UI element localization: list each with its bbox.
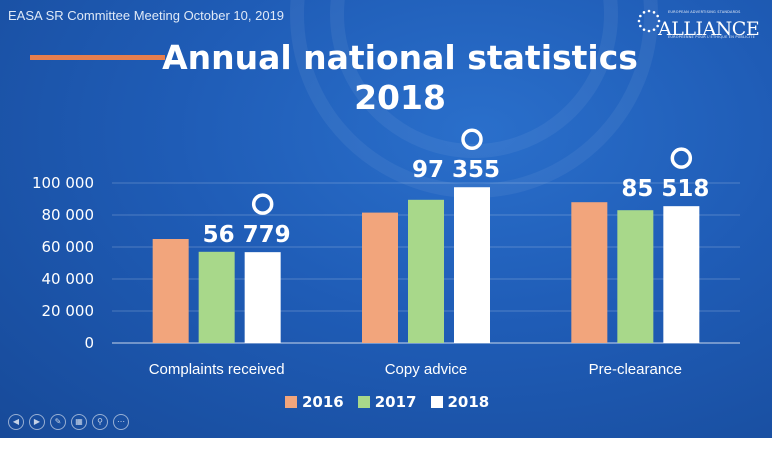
logo-wordmark: ALLIANCE bbox=[658, 18, 760, 40]
data-label: 97 355 bbox=[412, 157, 500, 183]
zoom-icon[interactable]: ⚲ bbox=[92, 414, 108, 430]
bar-2016 bbox=[571, 202, 608, 343]
y-tick-label: 0 bbox=[84, 334, 94, 352]
highlight-circle bbox=[461, 128, 483, 150]
data-label: 85 518 bbox=[621, 176, 709, 202]
x-tick-label: Copy advice bbox=[385, 361, 468, 378]
star-mark bbox=[656, 14, 659, 18]
legend-label-2018: 2018 bbox=[447, 393, 490, 411]
x-tick-label: Complaints received bbox=[149, 361, 285, 378]
more-icon[interactable]: ⋯ bbox=[113, 414, 129, 430]
star-mark bbox=[647, 9, 651, 13]
accent-line bbox=[30, 55, 165, 60]
slides-icon[interactable]: ▦ bbox=[71, 414, 87, 430]
y-tick-label: 100 000 bbox=[32, 174, 94, 192]
legend-swatch-2016 bbox=[285, 396, 297, 408]
title-line-2: 2018 bbox=[354, 78, 446, 117]
star-mark bbox=[639, 14, 642, 18]
logo-line-2: EUROPEENNE POUR L'ETHIQUE EN PUBLICITE bbox=[668, 35, 756, 39]
star-mark bbox=[656, 24, 659, 28]
star-mark bbox=[639, 24, 642, 28]
x-tick-label: Pre-clearance bbox=[589, 361, 682, 378]
star-mark bbox=[637, 19, 641, 23]
title-line-1: Annual national statistics bbox=[162, 38, 638, 77]
y-tick-label: 80 000 bbox=[42, 206, 95, 224]
star-mark bbox=[642, 11, 646, 14]
legend-item-2016: 2016 bbox=[285, 393, 344, 411]
bar-2018 bbox=[663, 206, 700, 343]
slide-header: EASA SR Committee Meeting October 10, 20… bbox=[8, 8, 285, 23]
chart-legend: 2016 2017 2018 bbox=[285, 393, 489, 411]
next-icon[interactable]: ▶ bbox=[29, 414, 45, 430]
bar-2016 bbox=[152, 239, 189, 343]
bar-2017 bbox=[408, 199, 444, 343]
data-label: 56 779 bbox=[203, 222, 291, 248]
y-tick-label: 40 000 bbox=[42, 270, 95, 288]
bar-2018 bbox=[244, 252, 281, 343]
logo-line-1: EUROPEAN ADVERTISING STANDARDS bbox=[668, 10, 741, 14]
star-mark bbox=[647, 29, 651, 33]
bar-2016 bbox=[362, 212, 398, 343]
highlight-circle bbox=[670, 147, 693, 169]
slide-title: Annual national statistics 2018 bbox=[150, 38, 650, 118]
bar-2018 bbox=[454, 187, 490, 343]
alliance-logo: EUROPEAN ADVERTISING STANDARDS EUROPEENN… bbox=[636, 8, 766, 40]
pen-icon[interactable]: ✎ bbox=[50, 414, 66, 430]
slideshow-controls: ◀ ▶ ✎ ▦ ⚲ ⋯ bbox=[8, 414, 129, 430]
legend-swatch-2017 bbox=[357, 396, 370, 408]
star-mark bbox=[652, 28, 656, 31]
bar-chart: 100 000 80 000 60 000 40 000 20 000 0 Complain… bbox=[32, 128, 709, 378]
star-mark bbox=[652, 11, 656, 14]
bar-2017 bbox=[617, 210, 654, 343]
legend-item-2017: 2017 bbox=[357, 393, 417, 411]
star-mark bbox=[657, 19, 661, 23]
eu-stars-icon bbox=[637, 9, 661, 33]
previous-icon[interactable]: ◀ bbox=[8, 414, 24, 430]
y-tick-label: 60 000 bbox=[42, 238, 95, 256]
star-mark bbox=[642, 28, 646, 31]
highlight-circle bbox=[251, 193, 274, 215]
legend-label-2016: 2016 bbox=[302, 393, 344, 411]
bar-2017 bbox=[198, 251, 235, 343]
y-tick-label: 20 000 bbox=[42, 302, 95, 320]
legend-item-2018: 2018 bbox=[430, 393, 490, 411]
legend-label-2017: 2017 bbox=[374, 393, 417, 411]
slide: EASA SR Committee Meeting October 10, 20… bbox=[0, 0, 772, 438]
legend-swatch-2018 bbox=[430, 396, 443, 408]
